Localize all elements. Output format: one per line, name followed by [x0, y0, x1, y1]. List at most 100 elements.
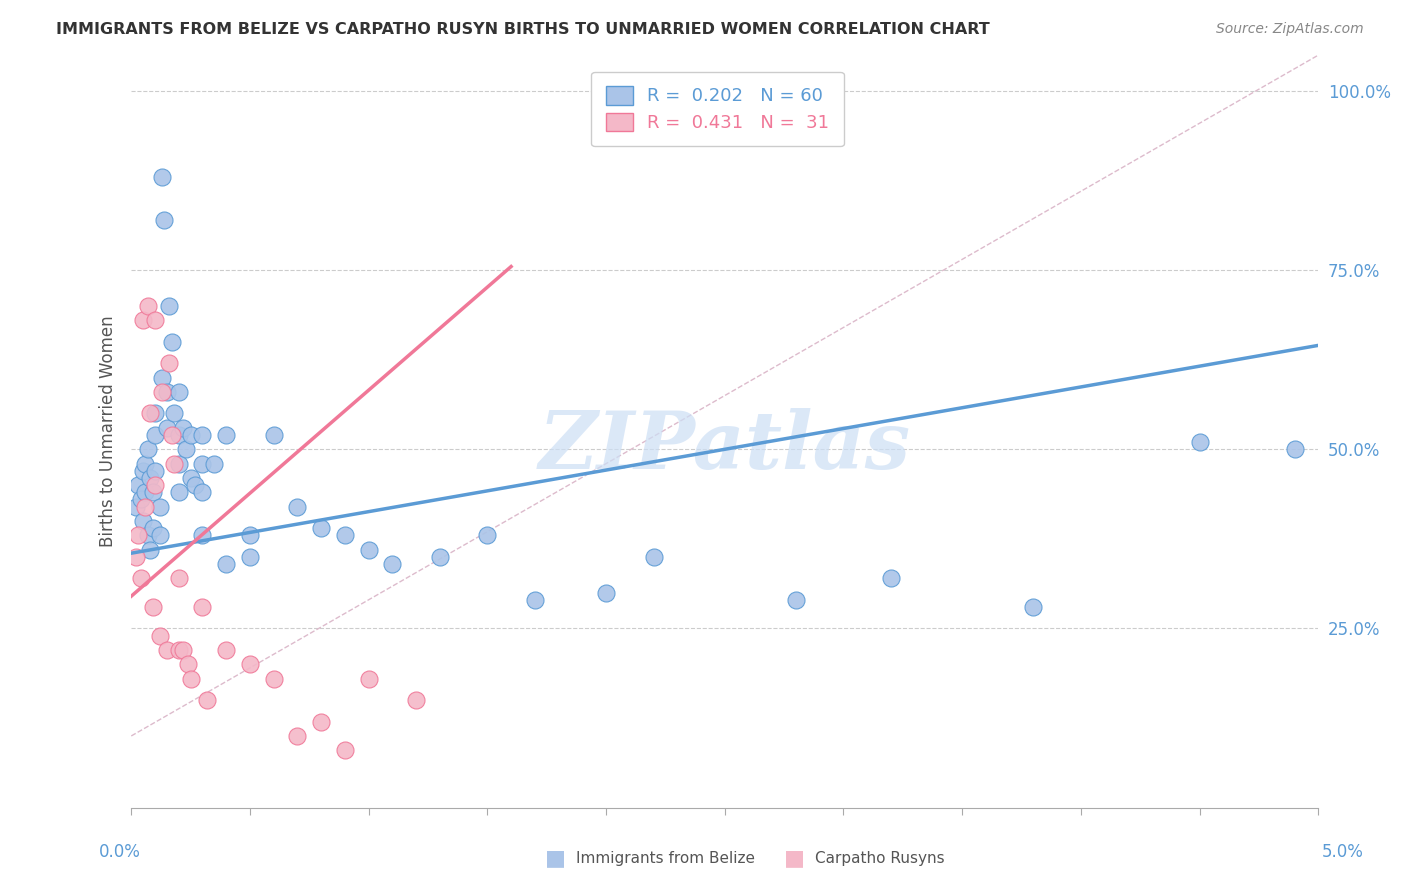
Point	[160, 428, 183, 442]
Point	[127, 478, 149, 492]
Text: ■: ■	[546, 848, 565, 868]
Text: ZIPatlas: ZIPatlas	[538, 408, 911, 485]
Point	[139, 542, 162, 557]
Point	[125, 549, 148, 564]
Point	[142, 485, 165, 500]
Point	[195, 693, 218, 707]
Point	[150, 169, 173, 184]
Point	[149, 528, 172, 542]
Point	[143, 478, 166, 492]
Point	[174, 442, 197, 457]
Point	[595, 585, 617, 599]
Point	[429, 549, 451, 564]
Text: Source: ZipAtlas.com: Source: ZipAtlas.com	[1216, 22, 1364, 37]
Point	[357, 542, 380, 557]
Point	[150, 384, 173, 399]
Point	[333, 743, 356, 757]
Point	[263, 672, 285, 686]
Point	[149, 500, 172, 514]
Point	[202, 457, 225, 471]
Point	[129, 571, 152, 585]
Text: ■: ■	[785, 848, 804, 868]
Point	[184, 478, 207, 492]
Point	[405, 693, 427, 707]
Point	[129, 492, 152, 507]
Text: 5.0%: 5.0%	[1322, 843, 1364, 861]
Point	[167, 643, 190, 657]
Point	[785, 592, 807, 607]
Point	[143, 407, 166, 421]
Point	[191, 428, 214, 442]
Point	[143, 464, 166, 478]
Point	[215, 557, 238, 571]
Point	[153, 213, 176, 227]
Point	[880, 571, 903, 585]
Point	[134, 457, 156, 471]
Point	[239, 528, 262, 542]
Point	[157, 299, 180, 313]
Point	[287, 729, 309, 743]
Point	[167, 428, 190, 442]
Point	[180, 471, 202, 485]
Point	[167, 457, 190, 471]
Point	[239, 549, 262, 564]
Point	[191, 457, 214, 471]
Point	[309, 521, 332, 535]
Point	[156, 384, 179, 399]
Point	[180, 672, 202, 686]
Point	[136, 442, 159, 457]
Point	[163, 407, 186, 421]
Point	[172, 421, 194, 435]
Point	[523, 592, 546, 607]
Point	[357, 672, 380, 686]
Text: IMMIGRANTS FROM BELIZE VS CARPATHO RUSYN BIRTHS TO UNMARRIED WOMEN CORRELATION C: IMMIGRANTS FROM BELIZE VS CARPATHO RUSYN…	[56, 22, 990, 37]
Point	[132, 464, 155, 478]
Point	[125, 500, 148, 514]
Point	[191, 485, 214, 500]
Point	[149, 629, 172, 643]
Point	[136, 528, 159, 542]
Point	[287, 500, 309, 514]
Text: 0.0%: 0.0%	[98, 843, 141, 861]
Point	[215, 643, 238, 657]
Text: Immigrants from Belize: Immigrants from Belize	[576, 851, 755, 865]
Point	[150, 370, 173, 384]
Point	[239, 657, 262, 672]
Point	[157, 356, 180, 370]
Point	[1284, 442, 1306, 457]
Point	[643, 549, 665, 564]
Point	[142, 599, 165, 614]
Point	[309, 714, 332, 729]
Point	[143, 313, 166, 327]
Point	[167, 384, 190, 399]
Point	[167, 571, 190, 585]
Point	[142, 521, 165, 535]
Point	[1022, 599, 1045, 614]
Point	[136, 299, 159, 313]
Point	[191, 528, 214, 542]
Text: Carpatho Rusyns: Carpatho Rusyns	[815, 851, 945, 865]
Point	[132, 514, 155, 528]
Point	[477, 528, 499, 542]
Point	[132, 313, 155, 327]
Point	[172, 643, 194, 657]
Point	[215, 428, 238, 442]
Point	[127, 528, 149, 542]
Point	[381, 557, 404, 571]
Legend: R =  0.202   N = 60, R =  0.431   N =  31: R = 0.202 N = 60, R = 0.431 N = 31	[592, 71, 844, 146]
Point	[333, 528, 356, 542]
Point	[177, 657, 200, 672]
Point	[134, 500, 156, 514]
Point	[134, 485, 156, 500]
Point	[1188, 435, 1211, 450]
Point	[139, 407, 162, 421]
Point	[156, 643, 179, 657]
Point	[160, 334, 183, 349]
Y-axis label: Births to Unmarried Women: Births to Unmarried Women	[100, 316, 117, 547]
Point	[167, 485, 190, 500]
Point	[191, 599, 214, 614]
Point	[263, 428, 285, 442]
Point	[163, 457, 186, 471]
Point	[143, 428, 166, 442]
Point	[180, 428, 202, 442]
